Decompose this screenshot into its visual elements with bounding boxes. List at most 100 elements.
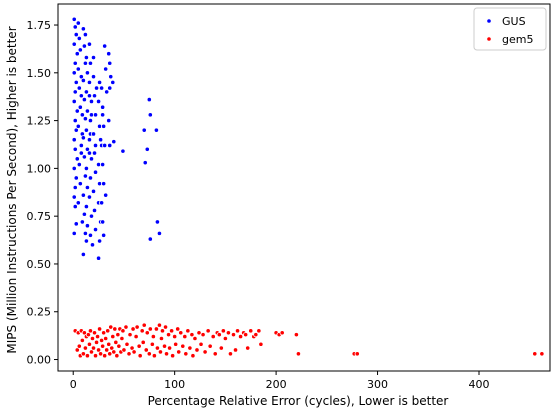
data-point	[532, 351, 538, 357]
data-point	[112, 326, 118, 332]
data-point	[207, 343, 213, 349]
data-point	[78, 142, 84, 149]
data-point	[76, 161, 82, 168]
data-point	[81, 154, 87, 160]
data-point	[82, 31, 88, 38]
data-point	[147, 112, 153, 118]
data-point	[103, 335, 109, 342]
data-point	[80, 77, 86, 84]
data-point	[89, 242, 96, 248]
data-point	[200, 332, 206, 338]
data-point	[79, 337, 85, 344]
data-point	[163, 351, 170, 357]
data-point	[95, 98, 102, 105]
data-point	[131, 349, 137, 355]
data-point	[102, 353, 108, 359]
data-point	[84, 223, 91, 229]
data-point	[80, 251, 86, 257]
data-point	[72, 118, 78, 124]
data-point	[238, 333, 244, 340]
data-point	[90, 188, 97, 194]
series-gem5	[72, 322, 545, 359]
y-tick-label: 0.75	[27, 210, 52, 223]
data-point	[71, 137, 77, 143]
data-point	[146, 351, 152, 357]
series-gus	[71, 16, 163, 261]
data-point	[194, 347, 200, 353]
data-point	[95, 347, 102, 353]
data-point	[101, 232, 107, 238]
data-point	[87, 60, 94, 66]
data-point	[86, 194, 93, 200]
data-point	[137, 353, 143, 359]
legend: GUS gem5	[473, 7, 547, 51]
data-point	[130, 326, 136, 332]
data-point	[90, 345, 97, 351]
data-point	[72, 60, 78, 66]
data-point	[79, 219, 85, 225]
data-point	[142, 160, 148, 166]
data-point	[354, 351, 360, 357]
data-point	[90, 54, 97, 61]
data-point	[293, 332, 299, 338]
y-tick-label: 1.50	[27, 67, 52, 80]
data-point	[75, 20, 81, 26]
data-point	[198, 341, 204, 347]
data-point	[93, 339, 100, 345]
data-point	[80, 135, 86, 141]
data-point	[107, 142, 113, 149]
data-point	[84, 70, 91, 76]
data-point	[80, 351, 86, 357]
data-point	[150, 333, 156, 340]
data-point	[98, 351, 104, 357]
data-point	[158, 335, 165, 342]
legend-marker	[486, 18, 492, 24]
data-point	[88, 213, 95, 219]
data-point	[77, 181, 83, 187]
data-point	[101, 181, 107, 187]
data-point	[83, 165, 90, 171]
data-point	[245, 345, 251, 351]
data-point	[89, 335, 96, 342]
data-point	[106, 51, 112, 57]
data-point	[98, 137, 104, 143]
y-tick-label: 0.50	[27, 258, 52, 271]
data-point	[248, 328, 254, 334]
data-point	[144, 330, 150, 336]
data-point	[103, 192, 109, 198]
data-point	[189, 332, 195, 338]
data-point	[75, 123, 81, 129]
data-point	[96, 79, 103, 85]
data-point	[100, 104, 106, 110]
data-point	[74, 156, 80, 162]
data-point	[212, 351, 218, 357]
data-point	[123, 324, 129, 330]
data-point	[107, 60, 113, 66]
data-point	[256, 328, 262, 334]
data-point	[72, 204, 78, 210]
data-point	[73, 221, 79, 227]
data-point	[196, 330, 202, 336]
data-point	[75, 66, 81, 72]
data-point	[78, 150, 84, 156]
data-point	[84, 184, 91, 191]
data-point	[154, 219, 161, 225]
plot-axes: 0 100 200 300 400 0.00 0.25 0.50 0.75 1.00 1.25 1.5…	[27, 3, 551, 391]
x-tick-label: 100	[164, 378, 185, 391]
data-point	[72, 89, 78, 95]
data-point	[81, 211, 87, 217]
data-point	[105, 328, 111, 334]
y-tick-label: 1.75	[27, 19, 52, 32]
data-point	[73, 127, 79, 133]
data-point	[129, 345, 135, 351]
data-point	[71, 41, 77, 47]
y-tick-label: 0.00	[27, 354, 52, 367]
data-point	[116, 343, 122, 349]
data-point	[86, 41, 93, 47]
data-point	[253, 332, 259, 338]
data-point	[92, 226, 99, 233]
data-point	[100, 219, 106, 225]
data-point	[104, 89, 110, 95]
data-point	[83, 204, 90, 210]
data-point	[187, 345, 193, 351]
